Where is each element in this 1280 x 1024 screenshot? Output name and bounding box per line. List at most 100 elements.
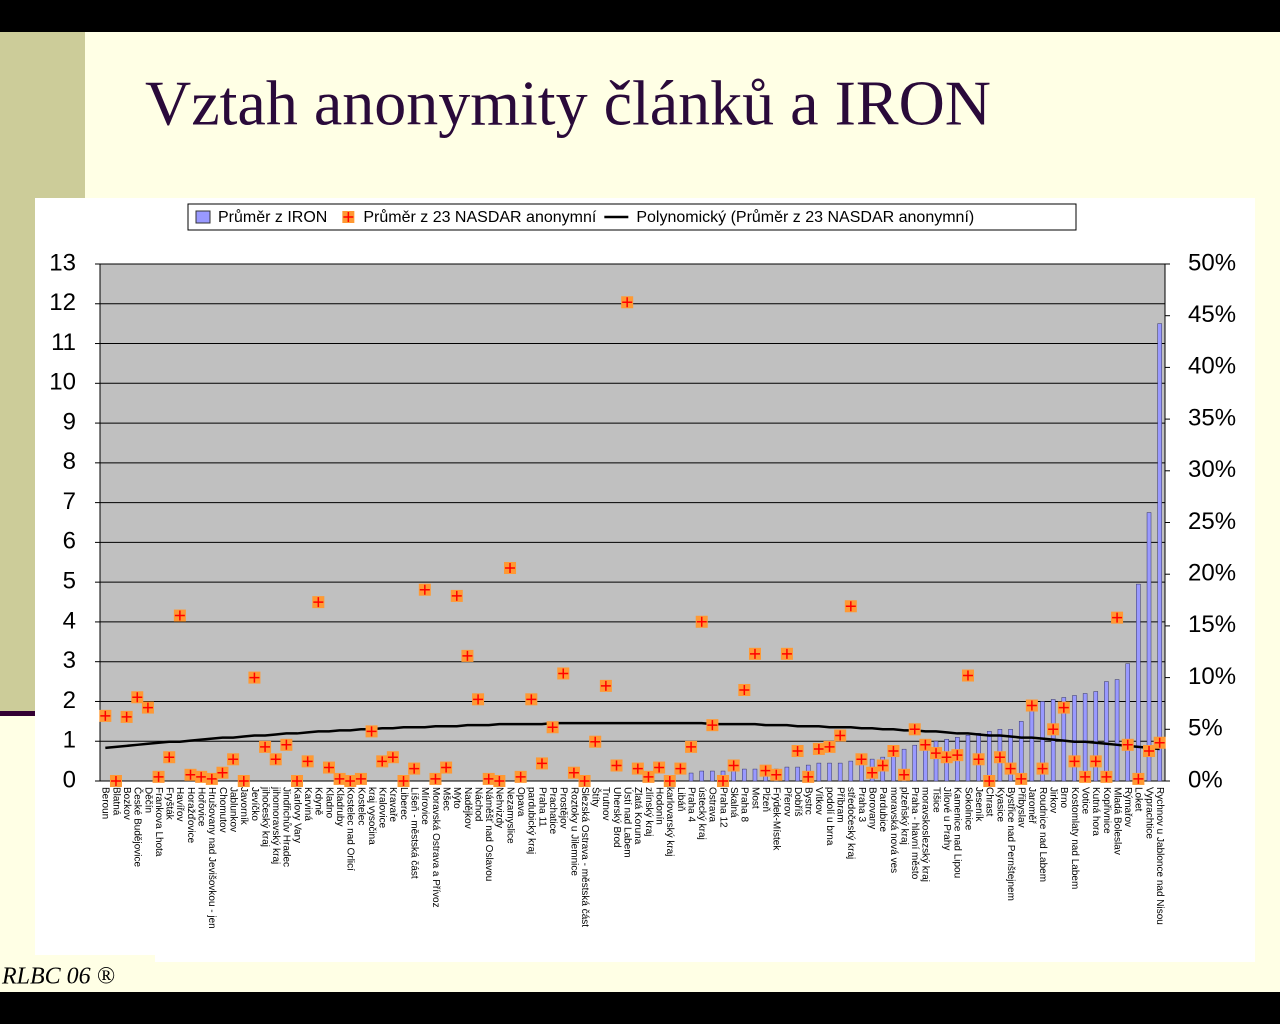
y-tick-label: 10 (49, 369, 76, 396)
bar (891, 752, 896, 782)
x-tick-label: Náchod (472, 787, 483, 821)
marker-plus (760, 765, 771, 776)
marker-plus (749, 648, 760, 659)
bar (1114, 679, 1120, 782)
marker (1089, 755, 1102, 768)
marker (344, 775, 357, 787)
x-tick-label: Jablunkov (227, 787, 238, 832)
marker-plus (462, 650, 473, 661)
marker (514, 770, 527, 783)
x-tick-label: Rýmařov (1122, 787, 1133, 827)
marker-plus (994, 752, 1005, 763)
marker-plus (1037, 763, 1048, 774)
plot-area (99, 263, 1166, 782)
marker (685, 740, 698, 753)
marker (291, 775, 304, 787)
bar (752, 768, 758, 782)
x-tick-label: Borovany (866, 787, 877, 829)
marker-plus (1048, 724, 1059, 735)
marker (1121, 738, 1134, 751)
x-tick-label: Liberec (398, 787, 409, 820)
x-tick-label: moravská nová ves (888, 787, 899, 873)
x-tick-label: Kralovice (377, 787, 388, 829)
marker (354, 772, 367, 785)
x-tick-label: Bystřice nad Pernštejnem (1005, 787, 1016, 901)
marker (812, 742, 825, 755)
marker-plus (813, 743, 824, 754)
marker (791, 745, 804, 758)
marker (727, 759, 740, 772)
marker (365, 725, 378, 738)
x-tick-label: Roudnice nad Labem (1037, 787, 1048, 882)
x-tick-label: Praha 4 (685, 787, 696, 822)
marker-plus (1026, 700, 1037, 711)
marker-plus (1112, 612, 1123, 623)
marker-plus (941, 752, 952, 763)
x-tick-label: Jílové u Prahy (941, 787, 952, 850)
marker-plus (877, 760, 888, 771)
marker-plus (686, 741, 697, 752)
marker-plus (260, 741, 271, 752)
bar (901, 748, 907, 782)
marker-plus (611, 760, 622, 771)
x-tick-label: Hodonín (653, 787, 664, 825)
bar (688, 772, 694, 782)
marker-plus (568, 767, 579, 778)
marker (1068, 755, 1081, 768)
x-tick-label: Kravaře (387, 787, 398, 822)
marker-plus (164, 752, 175, 763)
x-tick-label: Přerov (781, 787, 792, 816)
marker-plus (132, 692, 143, 703)
marker (322, 761, 335, 774)
x-tick-label: podolí u brna (824, 787, 835, 846)
marker-plus (100, 710, 111, 721)
bar (1125, 663, 1130, 782)
marker (887, 745, 900, 758)
marker (738, 684, 751, 697)
marker (216, 766, 229, 779)
marker (397, 775, 410, 787)
marker (152, 770, 165, 783)
x-tick-label: Trutnov (600, 787, 611, 821)
y2-tick-label: 15% (1188, 611, 1236, 638)
marker (205, 772, 218, 785)
marker-plus (355, 773, 366, 784)
marker (269, 753, 282, 766)
marker (1025, 699, 1038, 712)
x-tick-label: Přibyslav (1016, 787, 1027, 828)
marker-plus (483, 773, 494, 784)
x-tick-label: Slezská Ostrava - městská část (579, 787, 590, 927)
bar (1008, 729, 1013, 782)
marker (653, 761, 666, 774)
marker-plus (771, 769, 782, 780)
marker (866, 766, 879, 779)
marker (99, 709, 112, 722)
x-tick-label: Jaroměř (1026, 787, 1037, 824)
marker-plus (1101, 771, 1112, 782)
x-tick-label: Štíty (590, 787, 603, 807)
x-tick-label: Javorník (238, 787, 249, 826)
x-tick-label: Rychnov u Jablonce nad Nisou (1154, 787, 1165, 925)
x-tick-label: Beroun (100, 787, 111, 819)
marker (951, 749, 964, 762)
marker-plus (856, 754, 867, 765)
marker-plus (984, 776, 995, 786)
marker-plus (888, 746, 899, 757)
y2-tick-label: 25% (1188, 508, 1236, 535)
y-tick-label: 11 (51, 329, 76, 356)
x-tick-label: Kyasice (994, 787, 1005, 822)
marker-plus (867, 767, 878, 778)
bar (1136, 583, 1141, 782)
x-tick-label: Chomutov (217, 787, 228, 833)
marker-plus (196, 771, 207, 782)
x-tick-label: Mírovice (419, 787, 430, 825)
bar (699, 770, 704, 782)
x-tick-label: Bystrc (803, 787, 814, 815)
x-tick-label: Jeseník (973, 787, 984, 822)
marker-plus (792, 746, 803, 757)
marker (706, 719, 719, 732)
marker (578, 775, 591, 787)
marker (610, 759, 623, 772)
marker (557, 667, 570, 680)
marker-plus (845, 601, 856, 612)
